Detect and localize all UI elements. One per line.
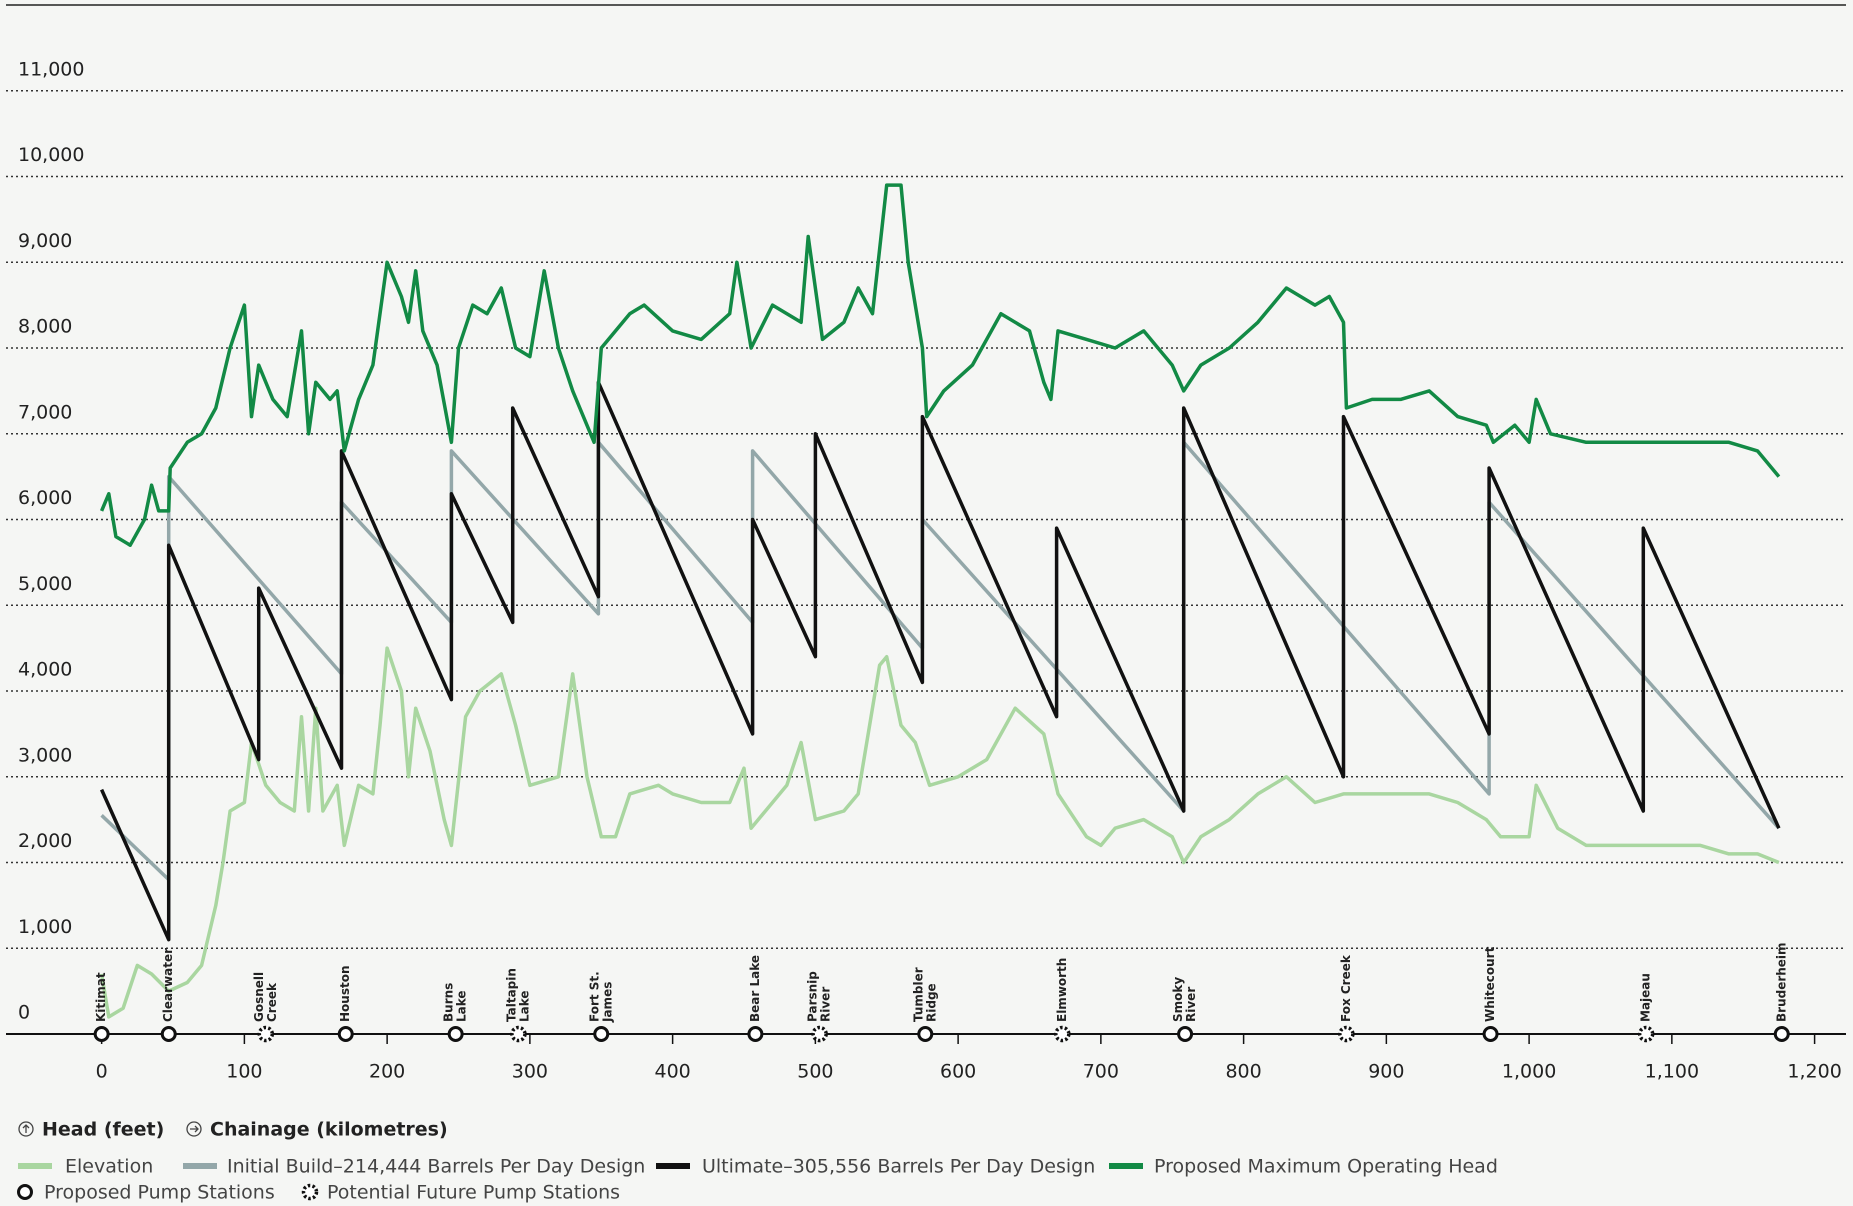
plot: 0 1,000 2,000 3,000 4,000 5,000 6,000 7,000 8,00… xyxy=(6,58,1846,1083)
legend-label: Potential Future Pump Stations xyxy=(327,1182,620,1204)
x-tick-label: 0 xyxy=(96,1061,108,1083)
proposed-station-marker xyxy=(1177,1026,1194,1042)
proposed-station-marker xyxy=(447,1026,464,1042)
station-label: Fort St. xyxy=(587,971,601,1022)
legend: Elevation Initial Build–214,444 Barrels P… xyxy=(17,1156,1498,1204)
station-label: James xyxy=(600,982,614,1023)
series-line xyxy=(99,183,1781,547)
station-label: River xyxy=(819,987,833,1022)
y-tick-label: 3,000 xyxy=(18,744,72,766)
x-tick-label: 1,000 xyxy=(1502,1061,1556,1083)
axis-legend: Head (feet) Chainage (kilometres) xyxy=(18,1119,448,1141)
x-tick-label: 1,200 xyxy=(1787,1061,1841,1083)
proposed-station-marker xyxy=(160,1026,177,1042)
station-label: Parsnip xyxy=(806,971,820,1022)
series-line xyxy=(100,380,1781,942)
series-line xyxy=(99,646,1780,1019)
station-label: Tumbler xyxy=(911,967,925,1022)
y-tick-label: 10,000 xyxy=(18,144,84,166)
station-label: Kitimat xyxy=(94,972,108,1022)
station-label: Gosnell xyxy=(252,972,266,1022)
proposed-station-marker xyxy=(1482,1026,1499,1042)
proposed-station-marker xyxy=(1773,1026,1790,1042)
legend-label: Elevation xyxy=(65,1156,153,1178)
y-tick-label: 9,000 xyxy=(18,230,72,252)
y-tick-label: 8,000 xyxy=(18,316,72,338)
legend-label: Ultimate–305,556 Barrels Per Day Design xyxy=(702,1156,1095,1178)
proposed-station-marker xyxy=(593,1026,610,1042)
right-arrow xyxy=(190,1125,199,1133)
y-tick-label: 1,000 xyxy=(18,916,72,938)
y-tick-label: 5,000 xyxy=(18,573,72,595)
potential-station-marker xyxy=(1637,1025,1655,1043)
proposed-station-marker xyxy=(337,1026,354,1042)
series-line xyxy=(100,440,1781,882)
station-label: Smoky xyxy=(1171,977,1185,1022)
station-label: Whitecourt xyxy=(1483,946,1497,1022)
station-label: Bruderheim xyxy=(1774,942,1788,1022)
station-label: Lake xyxy=(455,990,469,1022)
legend-label: Proposed Pump Stations xyxy=(44,1182,275,1204)
station-label: Elmworth xyxy=(1055,958,1069,1022)
right-icon xyxy=(186,1121,202,1137)
x-tick-label: 400 xyxy=(654,1061,690,1083)
up-arrow xyxy=(22,1124,30,1133)
proposed-station-marker xyxy=(747,1026,764,1042)
station-label: Ridge xyxy=(924,983,938,1022)
station-label: Clearwater xyxy=(161,948,175,1022)
up-icon xyxy=(18,1121,34,1137)
station-label: Creek xyxy=(265,982,279,1022)
station-label: Majeau xyxy=(1639,973,1653,1022)
legend-label: Initial Build–214,444 Barrels Per Day De… xyxy=(227,1156,645,1178)
y-tick-label: 4,000 xyxy=(18,659,72,681)
x-tick-label: 500 xyxy=(797,1061,833,1083)
potential-station-marker xyxy=(1338,1025,1355,1043)
station-label: Taltapin xyxy=(504,968,518,1022)
x-tick-label: 300 xyxy=(512,1061,548,1083)
potential-station-marker xyxy=(811,1025,828,1043)
station-label: River xyxy=(1184,987,1198,1022)
y-tick-label: 2,000 xyxy=(18,830,72,852)
x-tick-label: 100 xyxy=(226,1061,262,1083)
x-tick-label: 1,100 xyxy=(1645,1061,1699,1083)
x-tick-label: 700 xyxy=(1083,1061,1119,1083)
x-tick-label: 900 xyxy=(1368,1061,1404,1083)
potential-station-marker xyxy=(301,1183,319,1201)
x-tick-label: 200 xyxy=(369,1061,405,1083)
y-tick-label: 7,000 xyxy=(18,401,72,423)
potential-station-marker xyxy=(510,1025,527,1043)
station-label: Bear Lake xyxy=(748,955,762,1022)
y-tick-label: 0 xyxy=(18,1002,30,1024)
potential-station-marker xyxy=(1054,1025,1071,1043)
station-label: Lake xyxy=(517,990,531,1022)
x-tick-label: 600 xyxy=(940,1061,976,1083)
y-tick-label: 11,000 xyxy=(18,58,84,80)
y-axis-label: Head (feet) xyxy=(42,1119,164,1141)
proposed-station-marker xyxy=(917,1026,934,1042)
x-tick-label: 800 xyxy=(1225,1061,1261,1083)
proposed-station-marker xyxy=(17,1184,33,1200)
x-axis-label: Chainage (kilometres) xyxy=(210,1119,448,1141)
station-label: Houston xyxy=(338,966,352,1023)
y-tick-label: 6,000 xyxy=(18,487,72,509)
potential-station-marker xyxy=(257,1025,275,1043)
proposed-station-marker xyxy=(93,1026,110,1042)
station-label: Fox Creek xyxy=(1339,954,1353,1022)
legend-label: Proposed Maximum Operating Head xyxy=(1154,1156,1498,1178)
station-label: Burns xyxy=(442,983,456,1022)
